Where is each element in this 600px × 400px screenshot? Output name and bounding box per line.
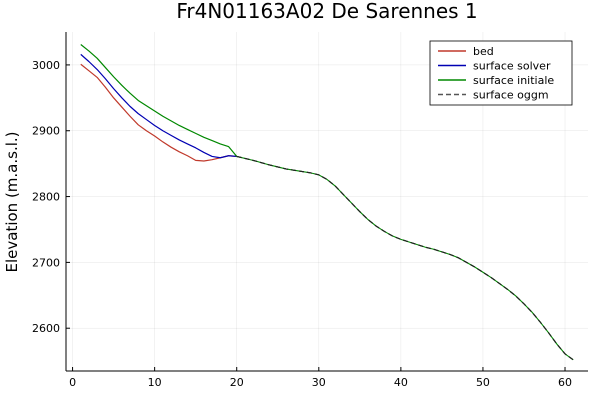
x-tick-label: 10 bbox=[148, 376, 162, 389]
series-line-overlap bbox=[236, 155, 574, 361]
chart-title: Fr4N01163A02 De Sarennes 1 bbox=[176, 0, 477, 23]
series-line-surface-oggm bbox=[236, 155, 574, 361]
x-tick-label: 30 bbox=[312, 376, 326, 389]
legend-label: surface initiale bbox=[473, 74, 554, 87]
x-tick-label: 20 bbox=[230, 376, 244, 389]
x-tick-label: 40 bbox=[394, 376, 408, 389]
legend-label: surface oggm bbox=[473, 89, 549, 102]
legend-label: surface solver bbox=[473, 60, 551, 73]
y-tick-label: 2900 bbox=[32, 125, 60, 138]
axes: 0 10 20 30 40 50 60 2600 2700 2800 2900 3000 bbox=[32, 32, 588, 389]
y-tick-label: 2800 bbox=[32, 191, 60, 204]
x-tick-label: 0 bbox=[69, 376, 76, 389]
y-tick-label: 3000 bbox=[32, 59, 60, 72]
series-line-bed bbox=[80, 63, 237, 162]
y-axis-label: Elevation (m.a.s.l.) bbox=[3, 131, 21, 272]
series-line-oggm-dashed bbox=[236, 155, 574, 361]
series-lines bbox=[80, 44, 574, 361]
x-tick-label: 50 bbox=[476, 376, 490, 389]
x-tick-label: 60 bbox=[558, 376, 572, 389]
legend-label: bed bbox=[473, 45, 494, 58]
series-line-surface-initiale bbox=[80, 44, 238, 157]
y-tick-label: 2600 bbox=[32, 322, 60, 335]
series-line-surface-solver bbox=[80, 53, 237, 159]
y-tick-label: 2700 bbox=[32, 256, 60, 269]
